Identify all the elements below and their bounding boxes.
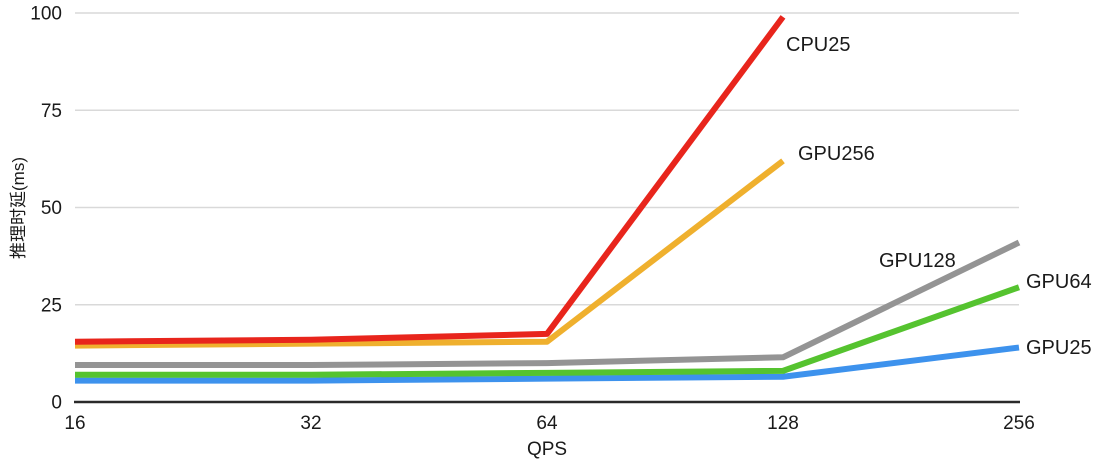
series-line-cpu25	[74, 15, 786, 345]
series-label-gpu64: GPU64	[1026, 271, 1092, 293]
series-label-gpu256: GPU256	[798, 143, 875, 165]
series-lines	[74, 15, 1021, 384]
series-line-gpu128	[75, 239, 1021, 369]
y-tick-label-0: 0	[51, 393, 62, 414]
x-tick-label-256: 256	[1003, 413, 1035, 434]
series-label-gpu25: GPU25	[1026, 337, 1092, 359]
y-axis-title: 推理时延(ms)	[9, 157, 28, 259]
tick-labels: 0 25 50 75 100 16 32 64 128 256	[30, 4, 1035, 435]
gridlines	[75, 12, 1019, 306]
y-tick-label-100: 100	[30, 4, 62, 25]
x-tick-label-16: 16	[64, 413, 85, 434]
series-line-gpu256	[74, 158, 785, 349]
x-tick-label-128: 128	[767, 413, 799, 434]
y-tick-label-50: 50	[41, 198, 62, 219]
x-tick-label-64: 64	[536, 413, 558, 434]
series-line-gpu25	[75, 344, 1020, 384]
x-axis-title: QPS	[527, 439, 567, 460]
series-label-cpu25: CPU25	[786, 34, 850, 56]
y-tick-label-75: 75	[41, 101, 62, 122]
series-label-gpu128: GPU128	[879, 250, 956, 272]
series-line-gpu64	[75, 284, 1021, 378]
x-tick-label-32: 32	[300, 413, 321, 434]
series-labels: CPU25 GPU256 GPU128 GPU64 GPU25	[786, 34, 1092, 359]
y-tick-label-25: 25	[41, 295, 62, 316]
